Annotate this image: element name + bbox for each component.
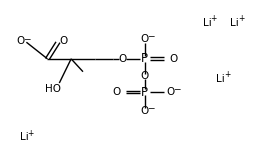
Text: +: +	[224, 70, 230, 79]
Text: P: P	[141, 52, 148, 65]
Text: Li: Li	[20, 132, 28, 142]
Text: −: −	[23, 34, 31, 43]
Text: P: P	[141, 86, 148, 99]
Text: Li: Li	[216, 73, 225, 83]
Text: −: −	[173, 84, 181, 93]
Text: O: O	[118, 54, 127, 64]
Text: O: O	[169, 54, 177, 64]
Text: +: +	[28, 129, 34, 138]
Text: O: O	[141, 71, 149, 81]
Text: O: O	[167, 87, 175, 97]
Text: O: O	[141, 106, 149, 116]
Text: +: +	[238, 14, 245, 23]
Text: −: −	[147, 32, 154, 41]
Text: +: +	[211, 14, 217, 23]
Text: −: −	[147, 103, 154, 112]
Text: Li: Li	[230, 18, 239, 28]
Text: O: O	[16, 36, 25, 47]
Text: O: O	[59, 36, 67, 47]
Text: O: O	[141, 34, 149, 44]
Text: O: O	[112, 87, 120, 97]
Text: HO: HO	[45, 84, 61, 94]
Text: Li: Li	[203, 18, 211, 28]
